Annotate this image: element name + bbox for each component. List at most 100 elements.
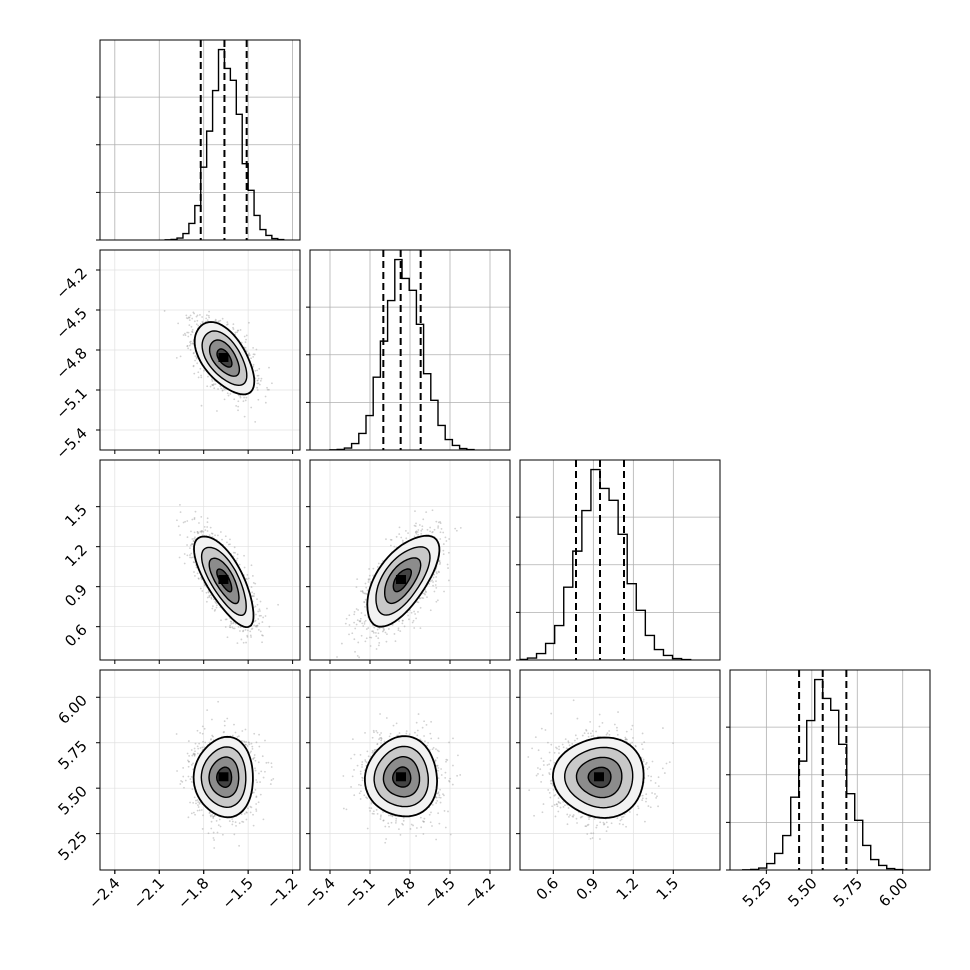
- scatter-point: [359, 590, 362, 593]
- scatter-point: [255, 613, 257, 616]
- scatter-point: [246, 634, 249, 637]
- scatter-point: [232, 627, 235, 630]
- scatter-point: [210, 532, 213, 535]
- scatter-point: [193, 518, 196, 521]
- scatter-point: [236, 642, 239, 645]
- scatter-point: [213, 387, 216, 390]
- scatter-point: [252, 595, 254, 598]
- scatter-point: [439, 522, 442, 525]
- scatter-point: [438, 559, 441, 562]
- scatter-point: [190, 556, 193, 559]
- scatter-point: [232, 328, 235, 331]
- scatter-point: [217, 388, 219, 390]
- scatter-point: [192, 540, 195, 542]
- scatter-point: [193, 320, 196, 323]
- scatter-point: [413, 524, 416, 527]
- scatter-point: [348, 624, 351, 626]
- scatter-point: [207, 375, 209, 378]
- scatter-point: [256, 603, 259, 606]
- scatter-point: [207, 314, 210, 317]
- scatter-point: [189, 341, 191, 344]
- scatter-point: [221, 538, 223, 541]
- scatter-point: [258, 383, 261, 386]
- scatter-point: [190, 552, 193, 555]
- scatter-point: [227, 543, 230, 546]
- scatter-point: [226, 323, 229, 325]
- scatter-point: [417, 601, 420, 604]
- scatter-point: [206, 530, 209, 532]
- scatter-point: [401, 619, 404, 622]
- scatter-point: [251, 627, 254, 630]
- scatter-point: [199, 587, 202, 590]
- scatter-point: [381, 630, 384, 633]
- scatter-point: [254, 605, 257, 608]
- density-peak-2-0: [218, 575, 229, 584]
- scatter-point: [431, 531, 434, 534]
- scatter-point: [251, 595, 253, 597]
- scatter-point: [415, 531, 417, 534]
- scatter-point: [256, 382, 259, 385]
- scatter-point: [185, 314, 188, 317]
- scatter-point: [382, 629, 385, 632]
- scatter-point: [193, 531, 196, 534]
- scatter-point: [224, 626, 227, 628]
- scatter-point: [197, 577, 200, 580]
- scatter-point: [191, 543, 194, 546]
- scatter-point: [428, 582, 431, 585]
- scatter-point: [361, 622, 364, 625]
- scatter-point: [220, 387, 223, 390]
- scatter-point: [378, 627, 381, 630]
- scatter-point: [177, 525, 180, 528]
- scatter-point: [239, 630, 241, 632]
- scatter-point: [248, 354, 251, 357]
- scatter-point: [240, 341, 243, 344]
- scatter-point: [206, 517, 209, 520]
- scatter-point: [357, 609, 360, 611]
- scatter-point: [226, 392, 229, 395]
- scatter-point: [371, 630, 373, 633]
- scatter-point: [230, 621, 233, 623]
- scatter-point: [178, 556, 181, 559]
- scatter-point: [199, 323, 202, 325]
- scatter-point: [244, 346, 247, 349]
- scatter-point: [227, 394, 230, 397]
- scatter-point: [229, 543, 231, 546]
- scatter-point: [206, 521, 209, 524]
- scatter-point: [382, 627, 385, 630]
- scatter-point: [211, 380, 214, 382]
- histogram-2: [516, 459, 721, 661]
- scatter-point: [219, 385, 222, 388]
- scatter-point: [250, 564, 253, 567]
- scatter-point: [186, 520, 189, 522]
- scatter-point: [192, 540, 195, 542]
- scatter-point: [189, 554, 191, 556]
- scatter-point: [351, 632, 354, 635]
- scatter-point: [203, 525, 206, 528]
- scatter-point: [405, 537, 408, 540]
- scatter-point: [194, 355, 197, 357]
- scatter-point: [204, 529, 207, 531]
- scatter-point: [414, 525, 417, 528]
- scatter-point: [190, 325, 193, 328]
- scatter-point: [385, 538, 387, 541]
- scatter-point: [257, 610, 260, 613]
- scatter-point: [250, 406, 253, 409]
- scatter-point: [217, 534, 219, 537]
- scatter-point: [261, 634, 263, 637]
- scatter-point: [255, 624, 257, 627]
- scatter-point: [245, 641, 247, 644]
- scatter-point: [353, 621, 356, 624]
- scatter-point: [245, 577, 247, 580]
- scatter-point: [413, 610, 415, 613]
- scatter-point: [432, 576, 435, 579]
- scatter-point: [237, 394, 240, 397]
- scatter-point: [439, 521, 441, 523]
- scatter-point: [368, 578, 371, 581]
- scatter-point: [192, 351, 195, 354]
- scatter-point: [191, 543, 194, 546]
- scatter-point: [423, 592, 426, 595]
- scatter-point: [256, 624, 259, 627]
- scatter-point: [200, 530, 203, 533]
- scatter-point: [407, 532, 409, 535]
